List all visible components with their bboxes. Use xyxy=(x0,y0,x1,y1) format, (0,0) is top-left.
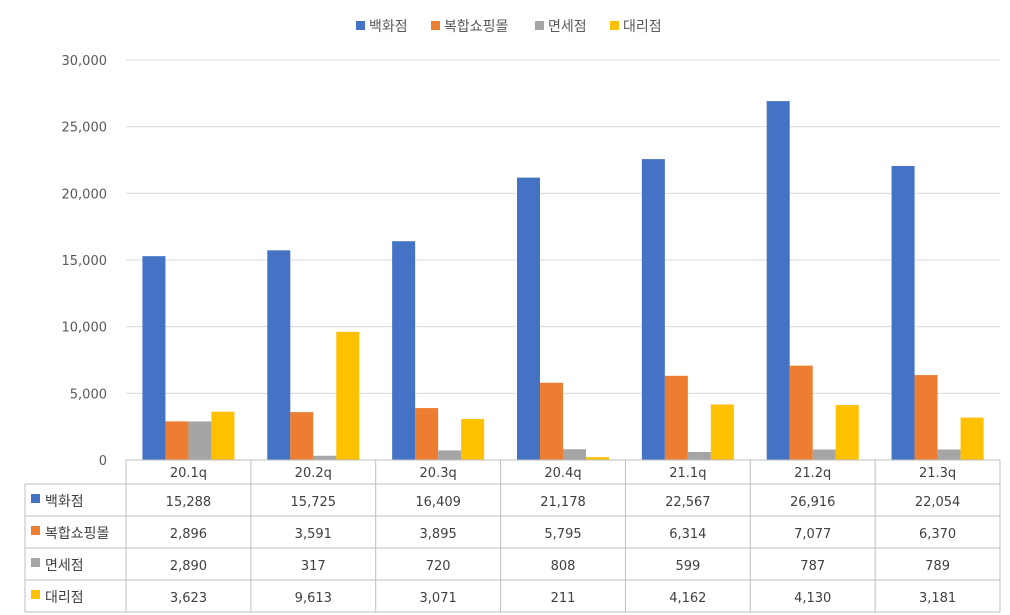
table-legend-swatch xyxy=(31,494,40,503)
bar xyxy=(641,159,665,460)
y-tick-label: 25,000 xyxy=(62,121,108,136)
bar xyxy=(336,331,360,460)
data-label: 789 xyxy=(925,559,950,574)
legend-swatch xyxy=(356,21,365,30)
data-label: 7,077 xyxy=(794,527,831,542)
bar xyxy=(586,457,609,460)
data-label: 808 xyxy=(551,559,576,574)
table-row-label: 복합쇼핑몰 xyxy=(45,526,110,542)
bar xyxy=(415,408,439,460)
bar xyxy=(313,455,337,460)
legend-swatch xyxy=(535,21,544,30)
x-tick-label: 21.2q xyxy=(794,466,831,481)
bar xyxy=(812,449,836,460)
bar xyxy=(290,412,314,460)
bar xyxy=(392,241,416,460)
bar xyxy=(937,449,961,460)
legend-item: 복합쇼핑몰 xyxy=(431,19,509,35)
data-label: 3,895 xyxy=(420,527,457,542)
bar xyxy=(165,421,189,460)
data-label: 4,130 xyxy=(794,591,831,606)
table-row-label: 백화점 xyxy=(45,494,84,510)
data-label: 6,314 xyxy=(669,527,706,542)
gridlines xyxy=(126,59,1000,394)
bar xyxy=(461,419,485,460)
data-label: 787 xyxy=(800,559,825,574)
bar xyxy=(891,165,915,461)
bar xyxy=(540,382,563,460)
legend-label: 백화점 xyxy=(369,19,408,35)
data-label: 15,725 xyxy=(291,495,337,510)
table-legend-swatch xyxy=(31,590,40,599)
x-tick-label: 20.3q xyxy=(420,466,457,481)
bar xyxy=(710,404,734,460)
bar xyxy=(835,404,859,460)
data-label: 599 xyxy=(675,559,700,574)
data-label: 9,613 xyxy=(295,591,332,606)
data-label: 3,623 xyxy=(170,591,207,606)
legend-label: 면세점 xyxy=(548,19,587,35)
y-tick-label: 5,000 xyxy=(70,387,107,402)
table-legend-swatch xyxy=(31,526,40,535)
data-label: 22,567 xyxy=(665,495,711,510)
y-axis: 0 5,000 10,000 15,000 20,000 25,000 30,000 xyxy=(62,54,108,469)
data-label: 6,370 xyxy=(919,527,956,542)
data-label: 15,288 xyxy=(166,495,212,510)
x-tick-label: 21.3q xyxy=(919,466,956,481)
y-tick-label: 15,000 xyxy=(62,254,108,269)
bar xyxy=(664,375,688,460)
bar xyxy=(211,411,235,460)
data-label: 22,054 xyxy=(915,495,961,510)
legend-label: 복합쇼핑몰 xyxy=(444,19,509,35)
bar xyxy=(563,449,586,460)
bar xyxy=(188,421,212,460)
bar xyxy=(960,417,984,460)
x-tick-label: 20.4q xyxy=(544,466,581,481)
data-table: 20.1q 20.2q 20.3q 20.4q 21.1q 21.2q 21.3q 백화점 15… xyxy=(24,459,1001,613)
data-label: 2,890 xyxy=(170,559,207,574)
legend-label: 대리점 xyxy=(623,19,662,35)
y-tick-label: 10,000 xyxy=(62,321,108,336)
bar xyxy=(438,450,462,460)
y-tick-label: 0 xyxy=(99,454,107,469)
legend-item: 백화점 xyxy=(356,19,408,35)
y-tick-label: 30,000 xyxy=(62,54,108,69)
legend-swatch xyxy=(610,21,619,30)
x-tick-label: 20.1q xyxy=(170,466,207,481)
table-row-label: 면세점 xyxy=(45,558,84,574)
data-label: 3,591 xyxy=(295,527,332,542)
table-legend-swatch xyxy=(31,558,40,567)
bar xyxy=(517,177,540,461)
bars xyxy=(142,101,984,461)
x-tick-label: 20.2q xyxy=(295,466,332,481)
y-tick-label: 20,000 xyxy=(62,187,108,202)
data-label: 720 xyxy=(426,559,451,574)
data-label: 211 xyxy=(551,591,576,606)
bar xyxy=(914,375,938,460)
x-tick-label: 21.1q xyxy=(669,466,706,481)
legend-swatch xyxy=(431,21,440,30)
legend-item: 면세점 xyxy=(535,19,587,35)
legend-item: 대리점 xyxy=(610,19,662,35)
bar xyxy=(267,250,291,460)
data-label: 3,181 xyxy=(919,591,956,606)
data-label: 2,896 xyxy=(170,527,207,542)
data-label: 26,916 xyxy=(790,495,836,510)
legend: 백화점 복합쇼핑몰 면세점 대리점 xyxy=(356,19,662,35)
bar xyxy=(789,365,813,460)
data-label: 3,071 xyxy=(420,591,457,606)
data-label: 4,162 xyxy=(669,591,706,606)
data-label: 16,409 xyxy=(415,495,461,510)
bar xyxy=(766,101,790,461)
data-label: 317 xyxy=(301,559,326,574)
data-label: 5,795 xyxy=(544,527,581,542)
table-row-label: 대리점 xyxy=(45,590,84,606)
data-label: 21,178 xyxy=(540,495,586,510)
bar xyxy=(142,256,166,460)
bar xyxy=(687,452,711,460)
